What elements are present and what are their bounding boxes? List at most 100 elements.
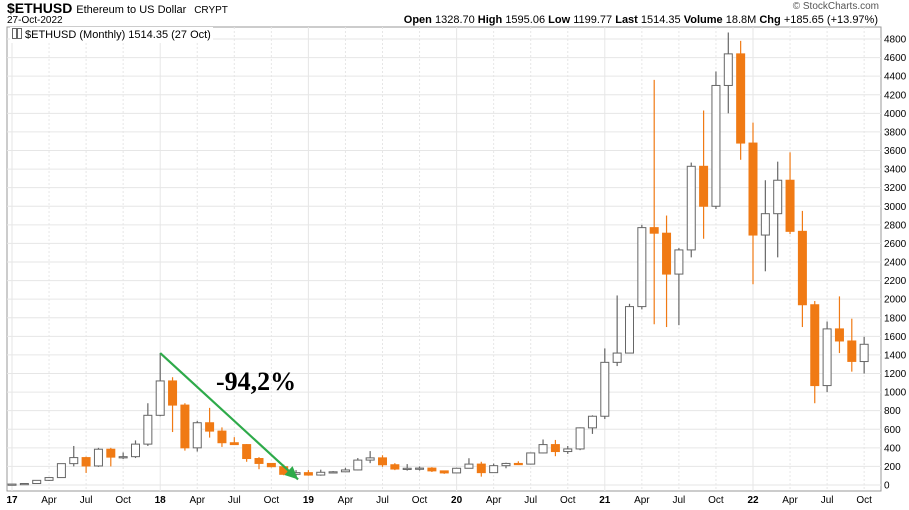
candle <box>143 403 153 446</box>
y-axis: 0 200 400 600 800 1000 1200 1400 1600 1800 2000 220… <box>884 35 907 492</box>
candle <box>155 353 165 417</box>
candle-legend-icon <box>12 28 22 39</box>
candle-body <box>612 352 622 363</box>
x-tick-label: Jul <box>673 495 686 506</box>
x-tick-label: Apr <box>782 495 798 506</box>
candle <box>797 210 807 328</box>
x-tick-label: Apr <box>338 495 354 506</box>
symbol-description: Ethereum to US Dollar <box>76 4 187 16</box>
volume-label: Volume <box>683 14 723 26</box>
candle-body <box>674 249 684 275</box>
x-tick-label: 20 <box>451 495 463 506</box>
candle <box>711 71 721 210</box>
candle <box>340 467 350 473</box>
y-tick-label: 400 <box>884 443 901 454</box>
candle <box>106 447 116 467</box>
candle <box>748 122 758 285</box>
candle-body <box>785 179 795 232</box>
candle <box>242 444 252 462</box>
y-tick-label: 2200 <box>884 276 907 287</box>
candle <box>550 439 560 457</box>
x-tick-label: Oct <box>708 495 724 506</box>
candle <box>587 415 597 434</box>
candle <box>649 79 659 325</box>
candle <box>625 303 634 354</box>
quote-summary: Open 1328.70 High 1595.06 Low 1199.77 La… <box>404 13 878 27</box>
candle <box>378 455 387 467</box>
candle-body <box>773 179 783 215</box>
y-tick-label: 600 <box>884 425 901 436</box>
x-tick-label: Jul <box>376 495 389 506</box>
x-tick-label: Apr <box>634 495 650 506</box>
candle-body <box>205 422 215 432</box>
high-value: 1595.06 <box>505 14 546 26</box>
high-label: High <box>477 14 503 26</box>
candle-body <box>847 340 857 362</box>
x-tick-label: 19 <box>303 495 315 506</box>
candle <box>575 427 585 451</box>
x-tick-label: 21 <box>599 495 611 506</box>
y-tick-label: 3200 <box>884 183 907 194</box>
candle-body <box>155 380 165 416</box>
y-tick-label: 3400 <box>884 165 907 176</box>
candle-body <box>736 53 746 144</box>
series-legend-text: $ETHUSD (Monthly) 1514.35 (27 Oct) <box>25 29 211 41</box>
y-tick-label: 1200 <box>884 369 907 380</box>
candle <box>538 439 548 454</box>
x-tick-label: Jul <box>524 495 537 506</box>
candle-body <box>143 414 153 445</box>
candle <box>452 467 462 474</box>
y-tick-label: 2400 <box>884 258 907 269</box>
candle <box>118 452 128 459</box>
plot-area <box>6 26 882 492</box>
candle-body <box>439 470 449 474</box>
candle <box>415 466 425 471</box>
y-tick-label: 4800 <box>884 35 907 46</box>
x-tick-label: Oct <box>115 495 131 506</box>
chart-date: 27-Oct-2022 <box>7 15 63 26</box>
candle <box>229 437 239 446</box>
y-tick-label: 1400 <box>884 350 907 361</box>
candle-body <box>834 328 844 342</box>
y-tick-label: 3000 <box>884 202 907 213</box>
candle-body <box>303 472 313 476</box>
candle-body <box>748 142 758 236</box>
candle-body <box>242 444 252 460</box>
candle-body <box>822 328 832 387</box>
candle-body <box>106 448 116 458</box>
candle-body <box>625 306 634 354</box>
x-tick-label: 18 <box>155 495 167 506</box>
candle <box>390 463 400 471</box>
candle-body <box>810 304 820 387</box>
candle <box>662 215 672 328</box>
candle <box>526 452 536 465</box>
candle-body <box>575 427 585 450</box>
candle <box>205 407 215 438</box>
candle <box>32 479 42 485</box>
candle <box>834 296 844 354</box>
candle-body <box>365 457 375 461</box>
candle-body <box>600 361 610 417</box>
candle-body <box>699 165 709 207</box>
candle-body <box>328 471 338 474</box>
candle <box>69 445 79 467</box>
candle <box>254 457 264 470</box>
volume-value: 18.8M <box>725 14 757 26</box>
open-label: Open <box>403 14 432 26</box>
candle-body <box>415 467 425 470</box>
last-label: Last <box>615 14 638 26</box>
y-tick-label: 800 <box>884 406 901 417</box>
candle-body <box>69 457 79 465</box>
y-tick-label: 0 <box>884 481 890 492</box>
candle <box>56 463 66 479</box>
candle <box>760 180 770 272</box>
candle-body <box>19 483 29 486</box>
x-tick-label: Oct <box>856 495 872 506</box>
chg-value: +185.65 (+13.97%) <box>783 14 878 26</box>
x-tick-label: Oct <box>560 495 576 506</box>
candle-body <box>859 343 869 363</box>
candle <box>402 464 412 471</box>
candle <box>131 440 140 459</box>
candle-body <box>378 457 387 466</box>
decline-annotation: -94,2% <box>216 367 297 396</box>
